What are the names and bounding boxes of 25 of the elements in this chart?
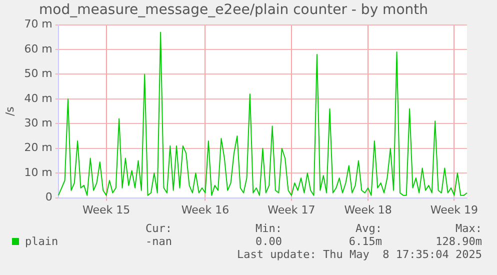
text: Max: — [454, 222, 482, 235]
y-tick-label: 50 m — [24, 67, 52, 80]
text: Min: — [254, 222, 282, 235]
text: Cur: — [144, 222, 172, 235]
text: -nan — [144, 235, 172, 248]
chart-title: mod_measure_message_e2ee/plain counter - by month — [39, 2, 428, 18]
x-tick-label: Week 19 — [430, 203, 478, 216]
x-tick-label: Week 17 — [268, 203, 316, 216]
text: Last update: Thu May 8 17:35:04 2025 — [236, 248, 482, 261]
y-tick-label: 30 m — [24, 116, 52, 130]
text: 6.15m — [348, 235, 382, 248]
x-tick-label: Week 15 — [82, 203, 130, 216]
y-tick-label: 10 m — [24, 166, 52, 179]
y-axis-title: /s — [3, 106, 16, 116]
text: 0.00 — [254, 235, 282, 248]
y-tick-label: 20 m — [24, 141, 52, 154]
x-tick-label: Week 16 — [181, 203, 230, 216]
y-tick-label: 60 m — [24, 42, 52, 56]
text: 128.90m — [434, 235, 482, 248]
text: Avg: — [354, 222, 382, 235]
y-tick-label: 70 m — [24, 18, 52, 31]
y-tick-label: 0 — [45, 190, 52, 204]
legend-label: plain — [25, 235, 58, 248]
y-tick-label: 40 m — [24, 92, 52, 105]
x-tick-label: Week 18 — [344, 203, 392, 216]
